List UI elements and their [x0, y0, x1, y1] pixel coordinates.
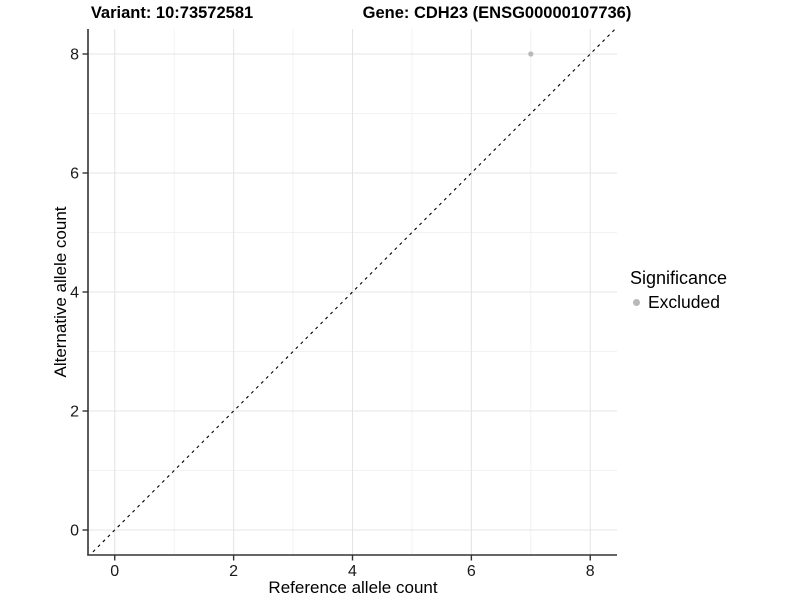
data-points [528, 51, 534, 57]
axis-ticks: 0 2 4 6 8 0 2 4 6 8 [70, 46, 595, 580]
plot-title-variant: Variant: 10:73572581 [90, 4, 254, 22]
x-tick-label: 8 [586, 563, 595, 580]
legend-item-excluded: Excluded [630, 292, 727, 313]
y-tick-label: 8 [70, 46, 79, 63]
legend-point-icon [633, 299, 640, 306]
x-tick-label: 6 [467, 563, 476, 580]
legend-title: Significance [630, 268, 728, 288]
x-tick-label: 4 [348, 563, 357, 580]
plot-title-gene: Gene: CDH23 (ENSG00000107736) [362, 4, 632, 22]
x-axis-title: Reference allele count [268, 578, 438, 597]
grid-major [88, 29, 617, 555]
y-tick-label: 0 [70, 523, 79, 540]
data-point [528, 51, 534, 57]
y-axis-title: Alternative allele count [51, 206, 70, 378]
legend: Significance Excluded [630, 268, 727, 313]
y-tick-label: 2 [70, 404, 79, 421]
legend-item-label: Excluded [648, 292, 720, 312]
y-tick-label: 6 [70, 165, 79, 182]
identity-line [89, 29, 616, 555]
x-tick-label: 0 [110, 563, 119, 580]
y-tick-label: 4 [70, 285, 79, 302]
x-tick-label: 2 [229, 563, 238, 580]
